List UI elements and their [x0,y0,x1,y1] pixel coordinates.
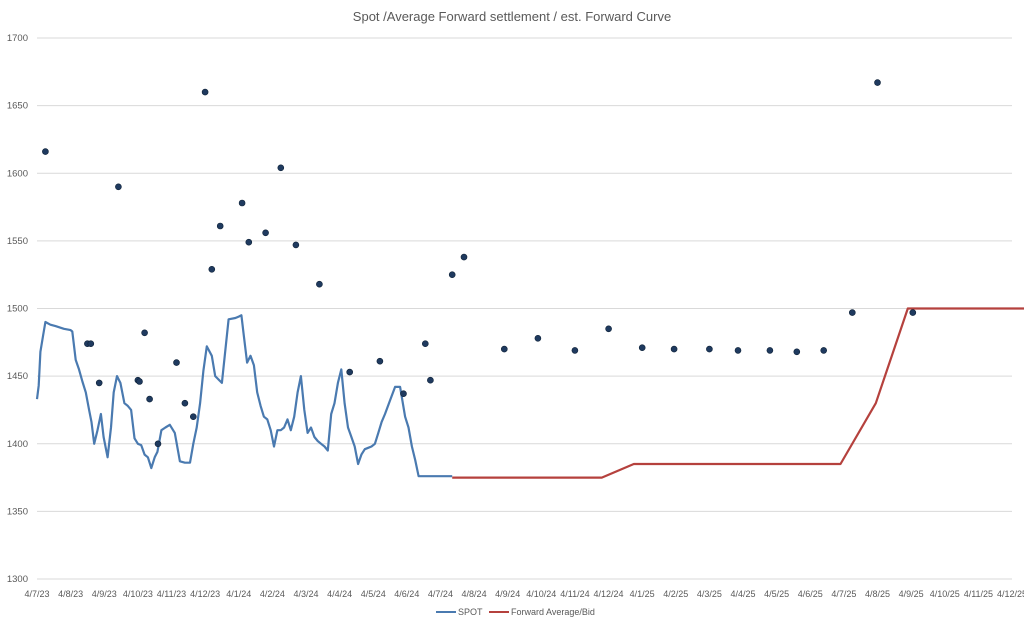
legend: SPOT Forward Average/Bid [436,607,595,617]
scatter-point [181,399,189,407]
y-tick-label: 1450 [7,371,28,382]
scatter-point [87,340,95,348]
scatter-points [42,79,917,448]
x-tick-label: 4/7/23 [24,589,49,599]
scatter-point [262,229,269,237]
x-tick-label: 4/4/25 [731,589,756,599]
x-tick-label: 4/12/25 [997,589,1024,599]
scatter-point [141,329,148,337]
x-tick-label: 4/8/23 [58,589,83,599]
scatter-point [734,347,742,354]
scatter-point [95,379,103,387]
gridlines [37,37,1012,580]
x-tick-label: 4/8/24 [462,589,487,599]
scatter-point [448,271,456,279]
scatter-point [605,325,612,333]
scatter-point [208,265,216,273]
x-tick-label: 4/4/24 [327,589,352,599]
scatter-point [277,164,285,172]
scatter-point [909,309,917,316]
scatter-point [245,238,253,246]
y-tick-label: 1350 [7,506,28,517]
legend-forward-label: Forward Average/Bid [511,607,595,617]
x-tick-label: 4/1/24 [226,589,251,599]
y-tick-label: 1300 [7,574,28,585]
scatter-point [238,199,246,207]
y-axis-ticks: 1300 1350 1400 1450 1500 1550 1600 1650 1700 [7,33,28,585]
scatter-point [670,345,678,353]
scatter-point [216,222,224,230]
x-tick-label: 4/12/23 [190,589,220,599]
scatter-point [376,357,384,365]
x-tick-label: 4/11/25 [964,589,993,599]
x-tick-label: 4/10/24 [526,589,556,599]
legend-spot-label: SPOT [458,607,483,617]
x-tick-label: 4/9/23 [92,589,117,599]
chart-title: Spot /Average Forward settlement / est. … [353,9,671,24]
x-tick-label: 4/3/24 [293,589,318,599]
x-tick-label: 4/12/24 [594,589,624,599]
x-tick-label: 4/6/25 [798,589,823,599]
scatter-point [201,88,209,96]
scatter-point [638,344,646,352]
x-tick-label: 4/6/24 [394,589,419,599]
scatter-point [421,340,429,348]
y-tick-label: 1550 [7,236,28,247]
scatter-point [874,79,881,86]
x-tick-label: 4/11/24 [560,589,589,599]
scatter-point [793,348,801,356]
x-tick-label: 4/5/25 [764,589,789,599]
x-tick-label: 4/10/25 [930,589,960,599]
scatter-point [292,241,300,249]
scatter-point [571,347,579,354]
x-tick-label: 4/5/24 [361,589,386,599]
scatter-point [42,148,49,155]
x-axis-ticks: 4/7/23 4/8/23 4/9/23 4/10/23 4/11/23 4/12/23 4… [24,589,1024,599]
x-tick-label: 4/10/23 [123,589,153,599]
y-tick-label: 1500 [7,304,28,315]
scatter-point [500,345,508,353]
spot-line [35,314,453,478]
y-tick-label: 1700 [7,33,28,44]
x-tick-label: 4/9/25 [899,589,924,599]
scatter-point [820,347,828,354]
x-tick-label: 4/9/24 [495,589,520,599]
x-tick-label: 4/2/24 [260,589,285,599]
scatter-point [136,378,143,385]
scatter-point [400,390,407,398]
y-tick-label: 1650 [7,101,28,112]
x-tick-label: 4/8/25 [865,589,890,599]
scatter-point [534,334,542,342]
x-tick-label: 4/7/24 [428,589,453,599]
x-tick-label: 4/11/23 [157,589,186,599]
scatter-point [766,347,774,354]
x-tick-label: 4/1/25 [630,589,655,599]
scatter-point [146,395,153,403]
scatter-point [460,253,468,261]
x-tick-label: 4/7/25 [831,589,856,599]
series-layer [35,307,1024,479]
scatter-point [706,345,713,353]
y-tick-label: 1400 [7,439,28,450]
y-tick-label: 1600 [7,168,28,179]
scatter-point [427,376,434,384]
x-tick-label: 4/3/25 [697,589,722,599]
x-tick-label: 4/2/25 [663,589,688,599]
scatter-point [316,280,323,288]
scatter-point [190,413,197,421]
scatter-point [173,359,180,366]
scatter-point [848,309,856,316]
scatter-point [115,183,122,191]
scatter-point [154,440,162,448]
forward-average-line [452,307,1024,479]
scatter-point [346,368,354,376]
